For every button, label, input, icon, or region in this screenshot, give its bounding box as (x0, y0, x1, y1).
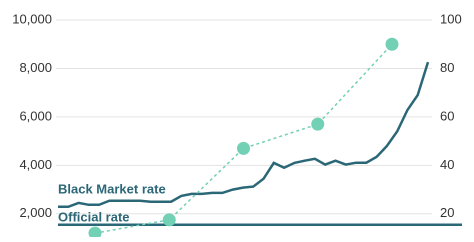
y2-tick-label: 60 (440, 108, 454, 123)
data-point (162, 213, 176, 227)
chart: 2,000 4,000 6,000 8,000 10,000 20 40 60 80 100 Bla… (12, 11, 462, 240)
y-tick-label: 4,000 (19, 157, 52, 172)
series-label: Black Market rate (58, 181, 166, 196)
y-tick-label: 2,000 (19, 205, 52, 220)
y-tick-label: 8,000 (19, 60, 52, 75)
data-point (237, 141, 250, 155)
y-tick-label: 6,000 (19, 108, 52, 123)
y2-tick-label: 80 (440, 60, 454, 75)
y-tick-label: 10,000 (12, 11, 52, 26)
series-line (94, 43, 393, 234)
series-line (58, 61, 430, 209)
y2-tick-label: 100 (440, 11, 462, 26)
y2-tick-label: 40 (440, 157, 454, 172)
y2-tick-label: 20 (440, 205, 454, 220)
data-point (385, 37, 399, 51)
series-label: Official rate (58, 209, 130, 224)
data-point (311, 117, 325, 131)
data-point (88, 226, 102, 240)
